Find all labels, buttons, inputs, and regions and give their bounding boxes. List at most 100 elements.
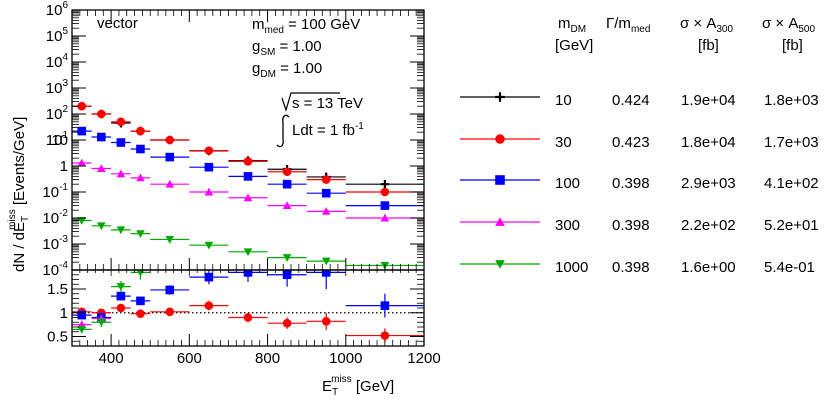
y-tick-label: 10-1 [42, 182, 68, 201]
legend-row-1000: 1000 0.398 1.6e+00 5.4e-01 [555, 259, 815, 276]
y-tick-label: 10-4 [42, 260, 68, 279]
data-point [243, 172, 253, 181]
legend-xs300: 1.9e+04 [681, 92, 736, 109]
legend-xs500: 4.1e+02 [764, 175, 819, 192]
data-point [282, 179, 292, 189]
data-point [321, 257, 331, 266]
legend-xs300: 2.9e+03 [681, 175, 736, 192]
data-point [136, 173, 145, 182]
ratio-point [165, 285, 175, 295]
x-tick-label: 1000 [329, 350, 362, 367]
data-point [380, 213, 390, 222]
x-axis-label: ETmiss [GeV] [322, 374, 394, 398]
data-point [97, 164, 106, 172]
ratio-point [136, 309, 145, 319]
legend-mdm: 30 [555, 134, 572, 151]
ratio-point [116, 303, 126, 313]
data-point [165, 152, 175, 162]
legend-xs500: 1.7e+03 [764, 134, 819, 151]
series-mdm-1000 [72, 217, 424, 270]
data-point [77, 126, 87, 136]
ratio-point [136, 296, 145, 306]
data-point [116, 169, 126, 178]
data-point [380, 201, 390, 210]
data-point [136, 144, 145, 154]
col-xs500-header: σ × A500 [762, 15, 815, 35]
data-point [204, 146, 214, 155]
col-mdm-unit: [GeV] [555, 37, 593, 54]
series-mdm-100 [72, 126, 424, 210]
data-point [321, 188, 331, 198]
col-mdm-header: mDM [558, 15, 586, 35]
legend-symbol [495, 134, 505, 144]
ratio-point [282, 270, 292, 280]
legend-xs500: 5.2e+01 [764, 217, 819, 234]
data-point [321, 207, 331, 215]
ratio-panel: 0.5 1 1.5 400 600 800 1000 1200 [47, 269, 441, 367]
col-xs300-header: σ × A300 [680, 15, 733, 35]
ratio-y-tick-label: 0.5 [47, 329, 68, 346]
data-point [77, 101, 87, 111]
ratio-y-tick-label: 1.5 [47, 281, 68, 298]
legend-width: 0.398 [612, 175, 650, 192]
y-tick-label: 102 [46, 104, 69, 123]
ratio-point [97, 318, 106, 327]
y-tick-label: 1 [60, 158, 68, 175]
data-point [243, 157, 253, 166]
y-tick-label: 10-3 [42, 234, 68, 253]
legend-symbol [495, 92, 505, 102]
legend-mdm: 1000 [555, 259, 588, 276]
data-point [116, 138, 126, 147]
upper-annotations: vector mmed = 100 GeV gSM = 1.00 gDM = 1… [97, 15, 364, 148]
data-point [165, 179, 175, 188]
data-point [136, 230, 145, 238]
legend-marker-30 [460, 134, 540, 144]
data-point [204, 187, 214, 196]
legend-symbol [495, 217, 505, 226]
series-mdm-300 [72, 158, 424, 222]
legend-xs500: 1.8e+03 [764, 92, 819, 109]
ratio-point [380, 301, 390, 310]
legend-width: 0.398 [612, 217, 650, 234]
ratio-point [165, 307, 175, 317]
legend-xs300: 2.2e+02 [681, 217, 736, 234]
y-tick-label: 105 [46, 26, 69, 45]
x-tick-label: 400 [99, 350, 124, 367]
data-point [77, 158, 87, 167]
legend-row-30: 30 0.423 1.8e+04 1.7e+03 [555, 134, 819, 151]
sqrt-s-label: s = 13 TeV [292, 95, 363, 112]
gsm-label: gSM = 1.00 [252, 38, 322, 58]
data-point [165, 135, 175, 145]
ratio-series-mdm-30 [72, 300, 424, 343]
y-tick-label: 101 [46, 130, 69, 149]
ratio-data [72, 270, 424, 343]
x-tick-label: 800 [255, 350, 280, 367]
y-tick-label: 10 [51, 132, 68, 149]
data-point [243, 193, 253, 202]
data-point [282, 201, 292, 210]
series-mdm-30 [72, 101, 424, 197]
lumi-label: Ldt = 1 fb-1 [292, 121, 364, 139]
y-tick-label: 104 [46, 52, 69, 71]
data-point [136, 126, 145, 136]
data-point [204, 162, 214, 172]
data-point [380, 179, 390, 189]
ratio-point [282, 318, 292, 328]
ratio-point [204, 301, 214, 310]
data-point [116, 226, 126, 235]
legend-marker-300 [460, 217, 540, 226]
legend-symbol [495, 260, 505, 269]
ratio-point [321, 270, 331, 277]
legend-xs500: 5.4e-01 [764, 259, 815, 276]
ratio-point [321, 317, 331, 326]
model-label: vector [97, 15, 138, 32]
x-tick-label: 600 [177, 350, 202, 367]
legend-marker-1000 [460, 260, 540, 269]
sqrt-symbol [281, 92, 340, 113]
ratio-point [243, 270, 253, 277]
upper-data [72, 101, 424, 270]
legend-marker-100 [460, 175, 540, 185]
data-point [282, 167, 292, 177]
